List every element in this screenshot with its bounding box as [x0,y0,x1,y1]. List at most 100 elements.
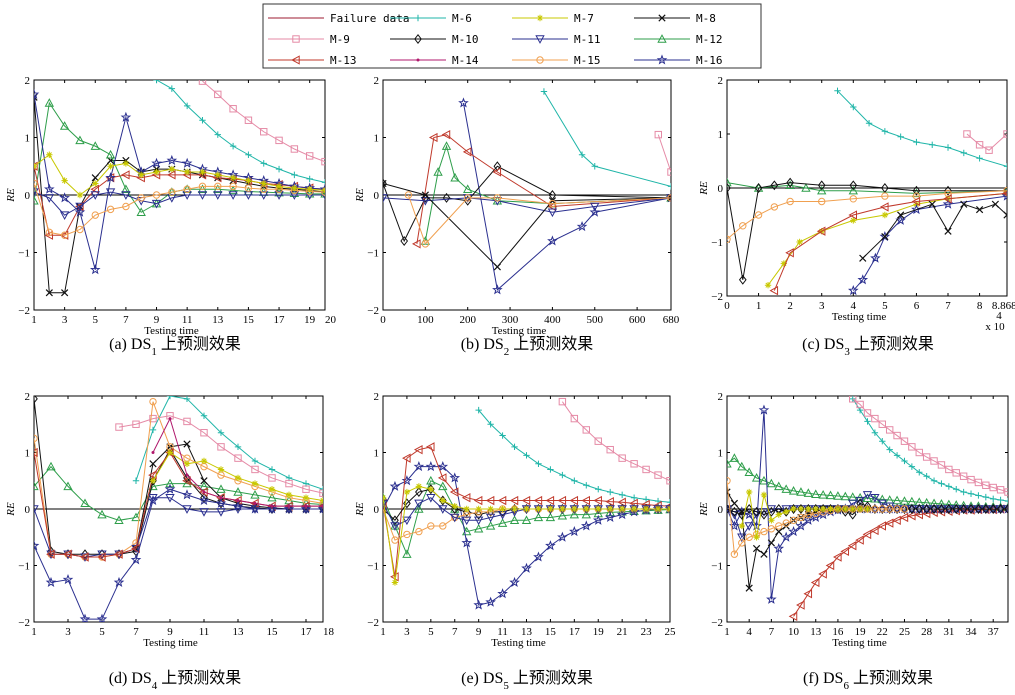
legend-item: M-12 [634,33,723,46]
data-point [200,477,208,485]
data-point [391,515,399,526]
data-point [840,491,850,501]
data-point [509,576,520,587]
data-point [759,508,769,517]
data-point [630,505,638,513]
data-point [589,206,601,217]
data-point [576,221,588,232]
data-point [233,487,243,496]
data-point [289,191,300,200]
data-point [908,463,916,470]
x-tick-label: 5 [882,300,888,312]
data-point [487,505,494,513]
data-point [752,544,761,553]
data-point [130,554,142,565]
data-point [533,551,544,562]
data-point [302,494,310,501]
data-point [848,499,858,509]
x-tick-label: 680 [663,314,680,326]
data-point [754,183,763,193]
data-point [383,194,388,203]
data-point [229,174,237,181]
data-point [848,210,857,220]
data-point [90,191,100,200]
data-point [545,540,556,551]
data-point [945,483,953,490]
series-m-9 [963,130,1007,154]
x-tick-label: 3 [819,300,825,312]
data-point [804,504,813,514]
data-point [149,475,157,486]
data-point [857,274,869,285]
data-point [893,504,901,514]
data-point [217,429,225,436]
y-tick-label: 2 [25,391,31,403]
data-point [107,163,114,170]
data-point [996,486,1005,494]
data-point [268,474,276,482]
data-point [547,235,558,246]
data-point [414,499,424,509]
panel-caption: (b) DS2 上预测效果 [461,335,594,358]
data-point [753,534,760,541]
data-point [730,499,739,507]
data-point [168,165,176,173]
data-point [413,461,425,472]
data-point [183,168,191,176]
data-point [232,500,244,511]
data-point [797,505,805,513]
data-point [268,466,276,473]
data-point [855,535,864,545]
data-point [767,506,776,517]
data-point [667,183,671,190]
data-point [46,549,55,559]
data-point [548,199,557,208]
data-point [952,469,960,477]
data-point [199,508,209,517]
data-point [833,552,842,562]
data-point [461,537,473,548]
data-point [427,486,435,493]
data-point [475,505,482,513]
data-point [509,495,519,506]
series-m-15-line [727,190,1007,240]
data-point [79,613,91,622]
series-m-7 [383,483,670,586]
data-point [74,206,86,217]
data-point [34,540,40,551]
series-group [727,87,1007,296]
data-point [929,498,939,508]
y-tick-label: 1 [25,448,31,460]
data-point [442,192,451,203]
data-point [936,507,946,517]
data-point [547,201,557,212]
data-point [45,289,53,297]
data-point [881,128,889,135]
data-point [34,505,39,514]
data-point [426,494,436,503]
data-point [302,485,310,493]
data-point [275,183,283,190]
data-point [547,466,554,473]
data-point [760,527,768,536]
x-tick-label: 11 [182,314,193,326]
data-point [833,491,843,500]
data-point [581,509,591,519]
data-point [834,505,842,513]
series-group [34,80,325,297]
data-point [200,457,208,465]
data-point [132,420,140,428]
data-point [1003,130,1007,138]
data-point [751,473,762,482]
data-point [766,478,777,488]
x-tick-label: 400 [544,314,561,326]
data-point [795,520,807,531]
y-tick-label: −2 [711,617,723,629]
legend-marker [416,58,420,62]
data-point [848,185,858,195]
y-tick-label: 2 [718,75,724,87]
series-m-9 [849,396,1008,496]
data-point [439,522,447,530]
